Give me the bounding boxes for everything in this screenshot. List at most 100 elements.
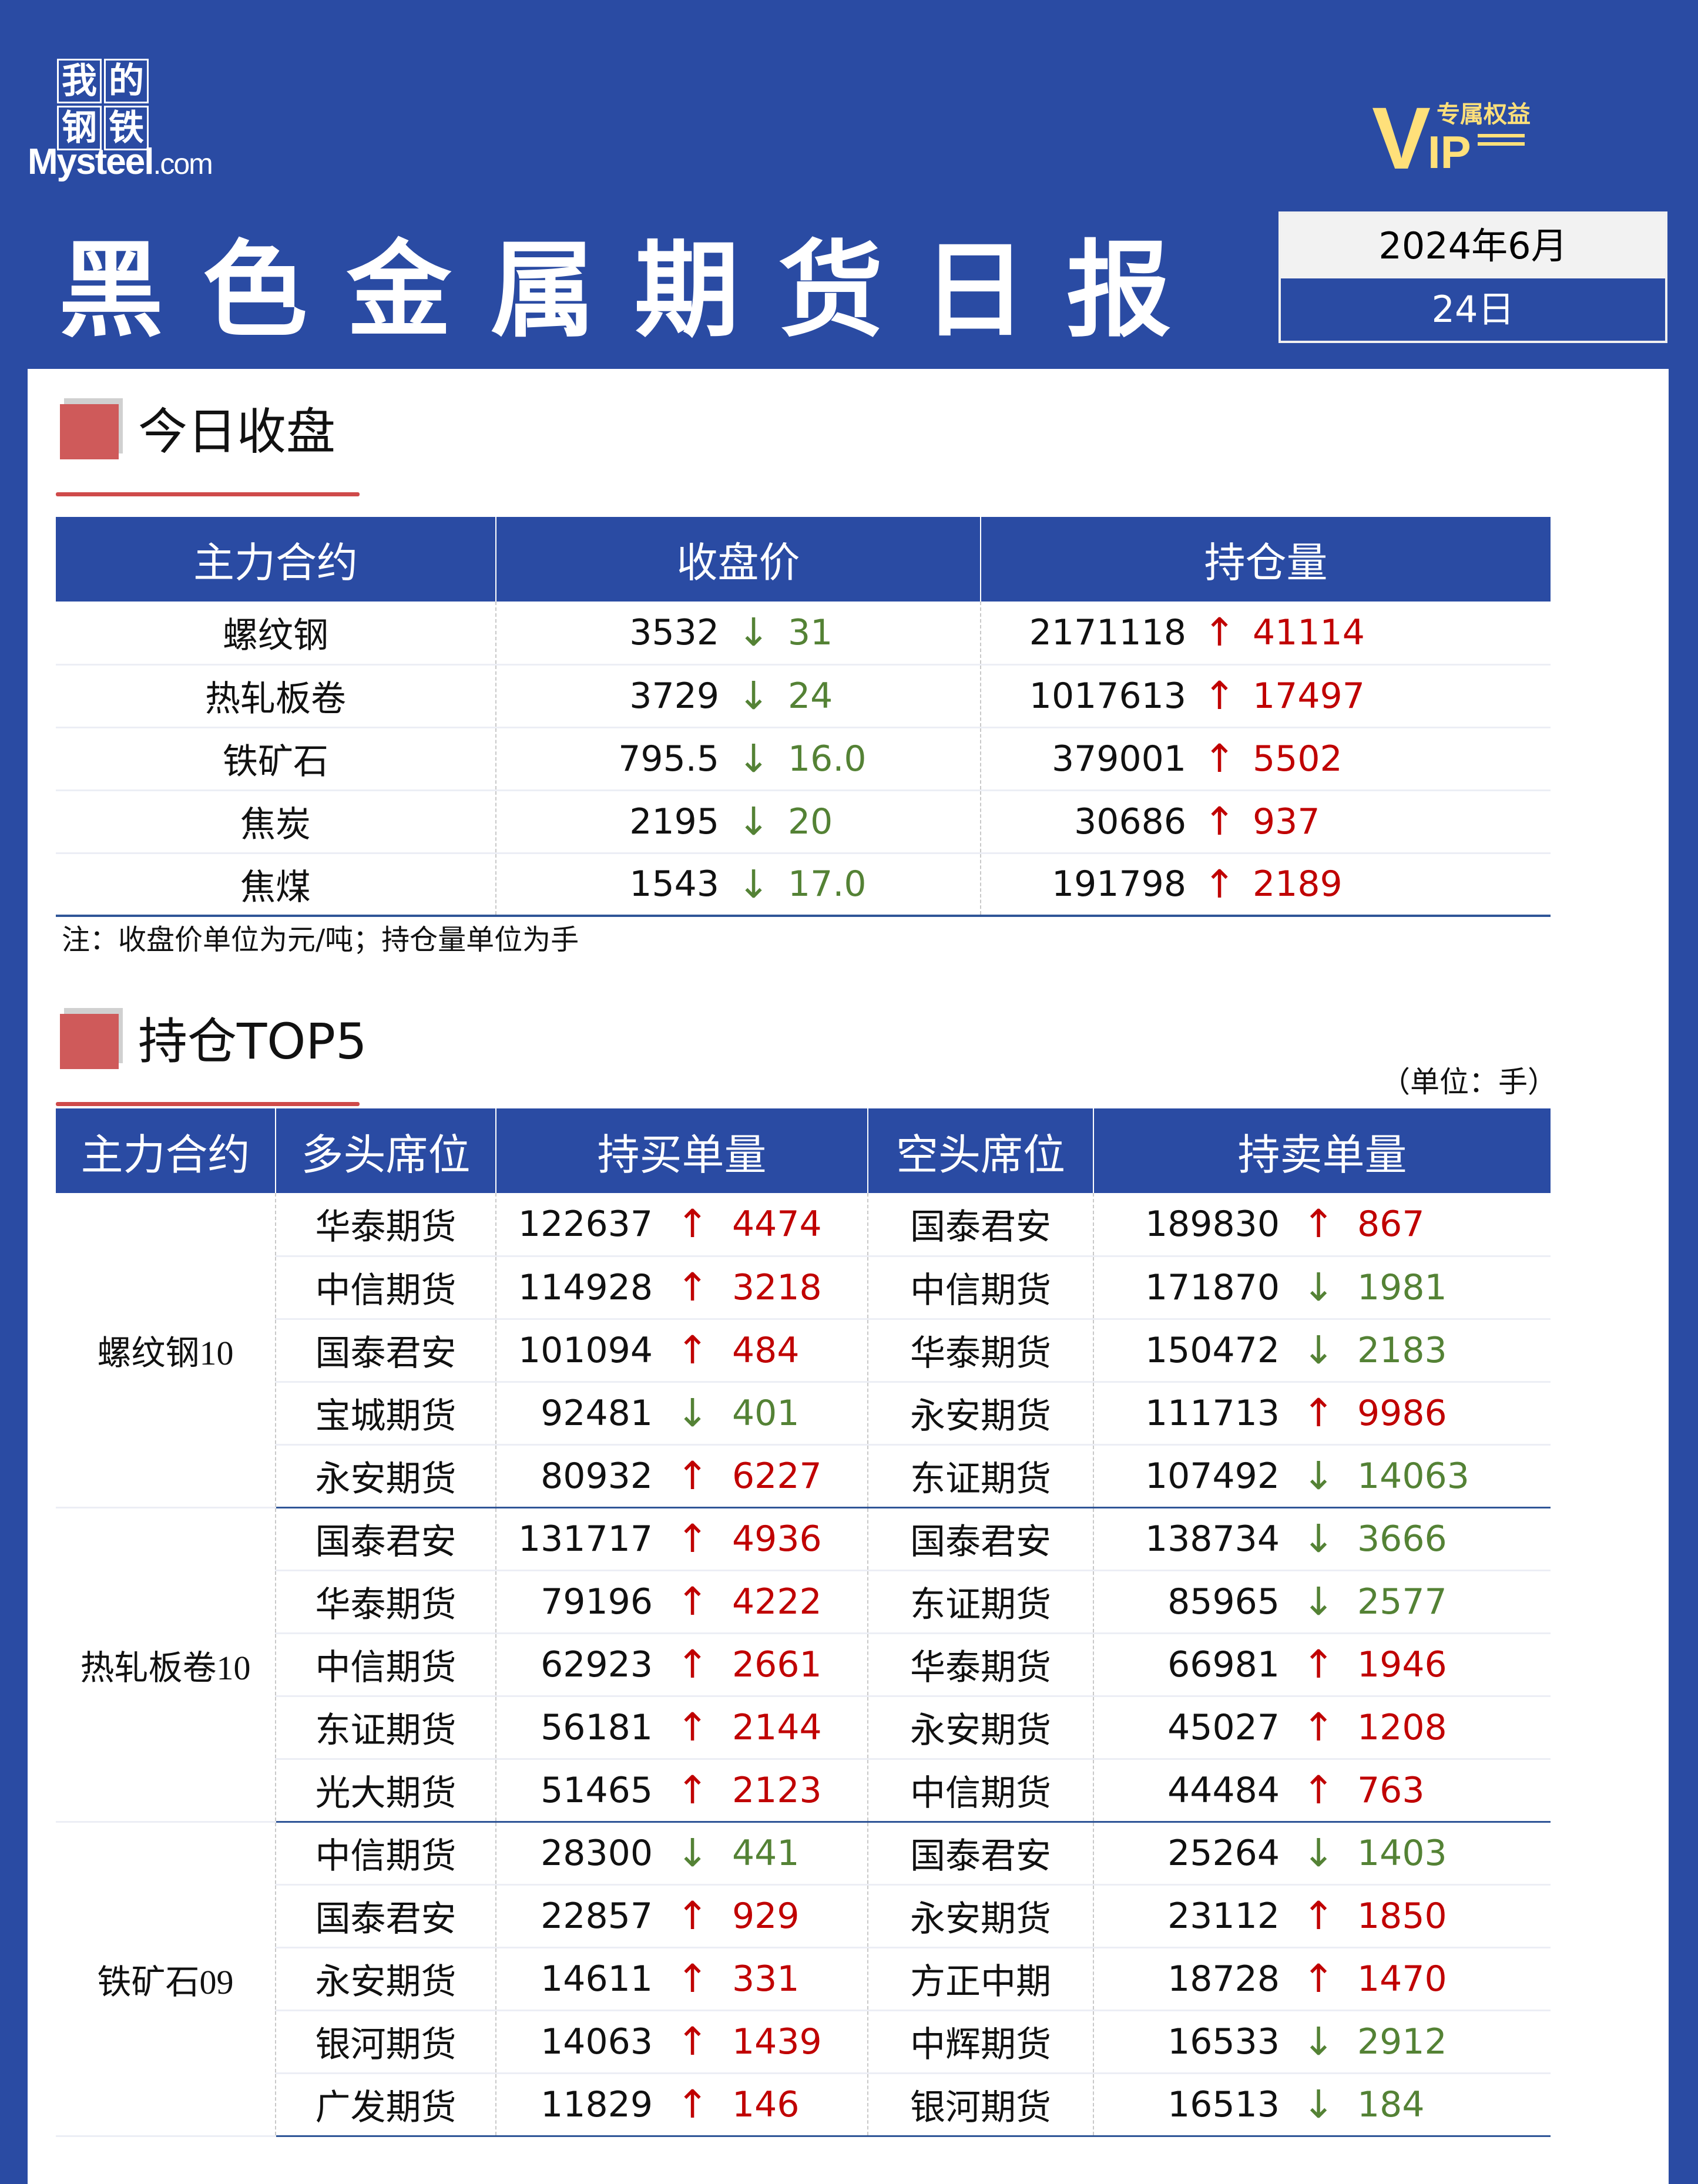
arrow-down-icon: ↓ (676, 1390, 709, 1436)
table-row: 中信期货 114928 ↑ 3218 中信期货 171870 ↓ 1981 (56, 1256, 1551, 1320)
buy-qty-cell: 79196 ↑ 4222 (496, 1570, 868, 1634)
change-value: 484 (732, 1329, 800, 1371)
table-row: 光大期货 51465 ↑ 2123 中信期货 44484 ↑ 763 (56, 1759, 1551, 1823)
change-value: 17497 (1253, 675, 1365, 717)
contract-month: 09 (199, 1963, 234, 2001)
value: 14063 (541, 2021, 653, 2062)
arrow-down-icon: ↓ (1302, 1328, 1335, 1373)
change-value: 9986 (1357, 1392, 1447, 1434)
unit-label: （单位：手） (1381, 1065, 1557, 1099)
table-row: 螺纹钢10 华泰期货 122637 ↑ 4474 国泰君安 189830 ↑ 867 (56, 1193, 1551, 1508)
close-table: 主力合约 收盘价 持仓量 螺纹钢 3532 ↓ 31 2171118 ↑ 41114 热轧板卷… (56, 517, 1551, 917)
arrow-down-icon: ↓ (737, 861, 770, 907)
close-cell: 3532 ↓ 31 (496, 602, 981, 666)
change-value: 441 (732, 1832, 800, 1874)
arrow-up-icon: ↑ (1302, 1956, 1335, 2001)
sell-qty-cell: 171870 ↓ 1981 (1093, 1256, 1551, 1320)
change-value: 1439 (732, 2021, 822, 2062)
arrow-up-icon: ↑ (676, 1516, 709, 1561)
change-value: 1981 (1357, 1266, 1447, 1308)
heading-square-icon (60, 404, 119, 459)
sell-qty-cell: 85965 ↓ 2577 (1093, 1570, 1551, 1634)
vip-v: V (1372, 89, 1431, 187)
long-broker-cell: 中信期货 (276, 1822, 496, 1886)
sell-qty-cell: 44484 ↑ 763 (1093, 1759, 1551, 1823)
vip-tag: 专属权益 (1437, 101, 1531, 128)
table-row: 宝城期货 92481 ↓ 401 永安期货 111713 ↑ 9986 (56, 1382, 1551, 1446)
value: 379001 (1051, 738, 1186, 779)
value: 56181 (541, 1706, 653, 1748)
arrow-up-icon: ↑ (676, 1201, 709, 1247)
change-value: 867 (1357, 1203, 1425, 1245)
arrow-up-icon: ↑ (1302, 1705, 1335, 1750)
long-broker-cell: 永安期货 (276, 1947, 496, 2011)
long-broker-cell: 光大期货 (276, 1759, 496, 1823)
change-value: 5502 (1253, 738, 1343, 779)
long-broker-cell: 东证期货 (276, 1696, 496, 1760)
arrow-up-icon: ↑ (676, 1453, 709, 1498)
value: 107492 (1145, 1455, 1280, 1497)
buy-qty-cell: 122637 ↑ 4474 (496, 1193, 868, 1257)
logo-chinese: 我 的 钢 铁 (57, 59, 149, 150)
change-value: 937 (1253, 801, 1320, 842)
arrow-down-icon: ↓ (1302, 1516, 1335, 1561)
contract-cell: 铁矿石 (56, 727, 496, 791)
oi-cell: 2171118 ↑ 41114 (981, 602, 1551, 666)
arrow-up-icon: ↑ (1302, 1768, 1335, 1813)
heading-square-icon (60, 1014, 119, 1069)
change-value: 146 (732, 2084, 800, 2125)
value: 30686 (1074, 801, 1186, 842)
short-broker-cell: 国泰君安 (868, 1822, 1094, 1886)
buy-qty-cell: 101094 ↑ 484 (496, 1319, 868, 1383)
change-value: 2183 (1357, 1329, 1447, 1371)
long-broker-cell: 华泰期货 (276, 1193, 496, 1257)
close-cell: 2195 ↓ 20 (496, 790, 981, 854)
table-row: 国泰君安 101094 ↑ 484 华泰期货 150472 ↓ 2183 (56, 1319, 1551, 1383)
buy-qty-cell: 51465 ↑ 2123 (496, 1759, 868, 1823)
arrow-up-icon: ↑ (1302, 1390, 1335, 1436)
table-row: 螺纹钢 3532 ↓ 31 2171118 ↑ 41114 (56, 602, 1551, 666)
vip-ip: IP (1428, 126, 1471, 178)
date-day: 24日 (1281, 278, 1665, 341)
value: 23112 (1167, 1895, 1280, 1937)
logo-domain: .com (153, 147, 213, 180)
mysteel-logo: 我 的 钢 铁 Mysteel.com (28, 59, 239, 185)
arrow-down-icon: ↓ (1302, 1579, 1335, 1624)
value: 795.5 (618, 738, 719, 779)
arrow-up-icon: ↑ (1203, 799, 1236, 844)
arrow-down-icon: ↓ (676, 1830, 709, 1876)
arrow-down-icon: ↓ (1302, 1265, 1335, 1310)
value: 16533 (1167, 2021, 1280, 2062)
section-title: 持仓TOP5 (138, 1013, 367, 1070)
vip-bars-icon (1478, 134, 1525, 137)
logo-english: Mysteel.com (28, 141, 213, 183)
change-value: 6227 (732, 1455, 822, 1497)
buy-qty-cell: 62923 ↑ 2661 (496, 1633, 868, 1697)
column-header: 收盘价 (496, 517, 981, 602)
table-row: 铁矿石 795.5 ↓ 16.0 379001 ↑ 5502 (56, 727, 1551, 791)
logo-char: 的 (104, 59, 149, 103)
logo-char: 铁 (104, 106, 149, 150)
value: 1543 (629, 863, 719, 905)
value: 131717 (518, 1518, 653, 1560)
change-value: 1403 (1357, 1832, 1447, 1874)
oi-cell: 1017613 ↑ 17497 (981, 664, 1551, 728)
change-value: 3218 (732, 1266, 822, 1308)
change-value: 2661 (732, 1644, 822, 1685)
value: 111713 (1145, 1392, 1280, 1434)
arrow-up-icon: ↑ (1302, 1642, 1335, 1687)
sell-qty-cell: 45027 ↑ 1208 (1093, 1696, 1551, 1760)
contract-cell: 热轧板卷10 (56, 1507, 276, 1823)
arrow-up-icon: ↑ (676, 1893, 709, 1938)
buy-qty-cell: 80932 ↑ 6227 (496, 1444, 868, 1508)
date-year-month: 2024年6月 (1281, 214, 1665, 278)
contract-cell: 焦煤 (56, 853, 496, 917)
long-broker-cell: 国泰君安 (276, 1884, 496, 1948)
value: 16513 (1167, 2084, 1280, 2125)
arrow-down-icon: ↓ (737, 610, 770, 656)
sell-qty-cell: 18728 ↑ 1470 (1093, 1947, 1551, 2011)
long-broker-cell: 华泰期货 (276, 1570, 496, 1634)
short-broker-cell: 银河期货 (868, 2073, 1094, 2137)
change-value: 331 (732, 1958, 800, 2000)
sell-qty-cell: 111713 ↑ 9986 (1093, 1382, 1551, 1446)
